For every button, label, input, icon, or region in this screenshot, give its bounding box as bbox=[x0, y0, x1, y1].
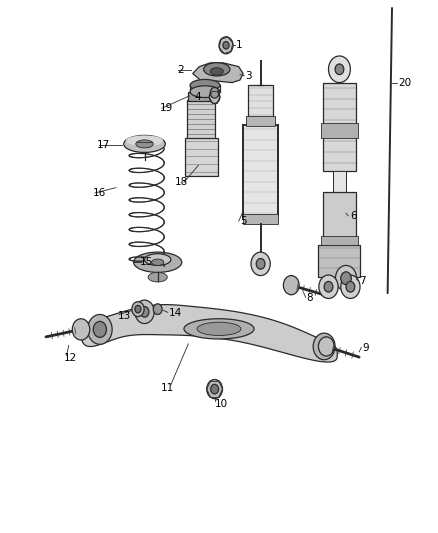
Circle shape bbox=[251, 252, 270, 276]
Bar bbox=[323, 192, 356, 240]
Text: 4: 4 bbox=[194, 92, 201, 102]
Text: 20: 20 bbox=[399, 78, 412, 87]
Circle shape bbox=[319, 340, 329, 353]
Ellipse shape bbox=[197, 322, 241, 336]
Circle shape bbox=[324, 281, 333, 292]
Circle shape bbox=[328, 56, 350, 83]
Text: 17: 17 bbox=[97, 140, 110, 150]
Bar bbox=[188, 92, 215, 101]
Bar bbox=[185, 138, 218, 176]
Text: 14: 14 bbox=[169, 309, 182, 318]
Polygon shape bbox=[81, 305, 337, 362]
Circle shape bbox=[132, 302, 144, 317]
Circle shape bbox=[341, 272, 351, 285]
Bar bbox=[246, 116, 275, 126]
Circle shape bbox=[318, 337, 334, 356]
Circle shape bbox=[335, 64, 344, 75]
Text: 2: 2 bbox=[177, 66, 184, 75]
Ellipse shape bbox=[184, 319, 254, 339]
Text: 18: 18 bbox=[175, 177, 188, 187]
Circle shape bbox=[207, 379, 223, 399]
Text: 8: 8 bbox=[307, 294, 313, 303]
Circle shape bbox=[336, 265, 357, 291]
Ellipse shape bbox=[190, 86, 220, 98]
Circle shape bbox=[135, 300, 154, 324]
Polygon shape bbox=[193, 63, 243, 83]
Text: 12: 12 bbox=[64, 353, 77, 363]
Ellipse shape bbox=[126, 135, 163, 146]
Text: 13: 13 bbox=[117, 311, 131, 320]
Text: 11: 11 bbox=[161, 383, 174, 393]
Circle shape bbox=[341, 275, 360, 298]
Ellipse shape bbox=[204, 63, 230, 76]
Text: 16: 16 bbox=[93, 188, 106, 198]
Text: 7: 7 bbox=[359, 277, 366, 286]
Bar bbox=[243, 125, 278, 216]
Text: 10: 10 bbox=[215, 399, 228, 409]
Circle shape bbox=[346, 281, 355, 292]
Text: 1: 1 bbox=[236, 41, 242, 50]
Ellipse shape bbox=[124, 135, 166, 152]
Ellipse shape bbox=[190, 79, 220, 91]
Circle shape bbox=[72, 319, 90, 340]
Bar bbox=[318, 245, 360, 277]
Ellipse shape bbox=[145, 254, 171, 265]
Text: 5: 5 bbox=[240, 216, 247, 226]
Circle shape bbox=[210, 87, 219, 98]
Bar bbox=[321, 236, 358, 245]
Circle shape bbox=[319, 275, 338, 298]
Ellipse shape bbox=[134, 252, 182, 272]
Text: 9: 9 bbox=[363, 343, 369, 353]
Circle shape bbox=[256, 259, 265, 269]
Bar bbox=[243, 214, 278, 224]
Bar bbox=[333, 171, 346, 192]
Circle shape bbox=[93, 321, 106, 337]
Ellipse shape bbox=[152, 259, 164, 265]
Circle shape bbox=[153, 304, 162, 314]
Circle shape bbox=[140, 306, 149, 317]
Text: 15: 15 bbox=[140, 257, 153, 267]
Bar bbox=[321, 123, 358, 138]
Circle shape bbox=[313, 333, 335, 360]
Text: 3: 3 bbox=[245, 71, 252, 80]
Circle shape bbox=[209, 91, 220, 103]
Text: 19: 19 bbox=[160, 103, 173, 113]
Circle shape bbox=[211, 384, 219, 394]
Bar bbox=[248, 85, 273, 117]
Ellipse shape bbox=[136, 140, 153, 148]
Circle shape bbox=[283, 276, 299, 295]
Circle shape bbox=[219, 37, 233, 54]
Bar bbox=[323, 83, 356, 171]
Circle shape bbox=[135, 305, 141, 313]
Ellipse shape bbox=[148, 272, 167, 282]
Circle shape bbox=[88, 314, 112, 344]
Bar bbox=[187, 100, 215, 139]
Text: 6: 6 bbox=[350, 211, 357, 221]
Circle shape bbox=[223, 42, 229, 49]
Ellipse shape bbox=[210, 68, 223, 75]
